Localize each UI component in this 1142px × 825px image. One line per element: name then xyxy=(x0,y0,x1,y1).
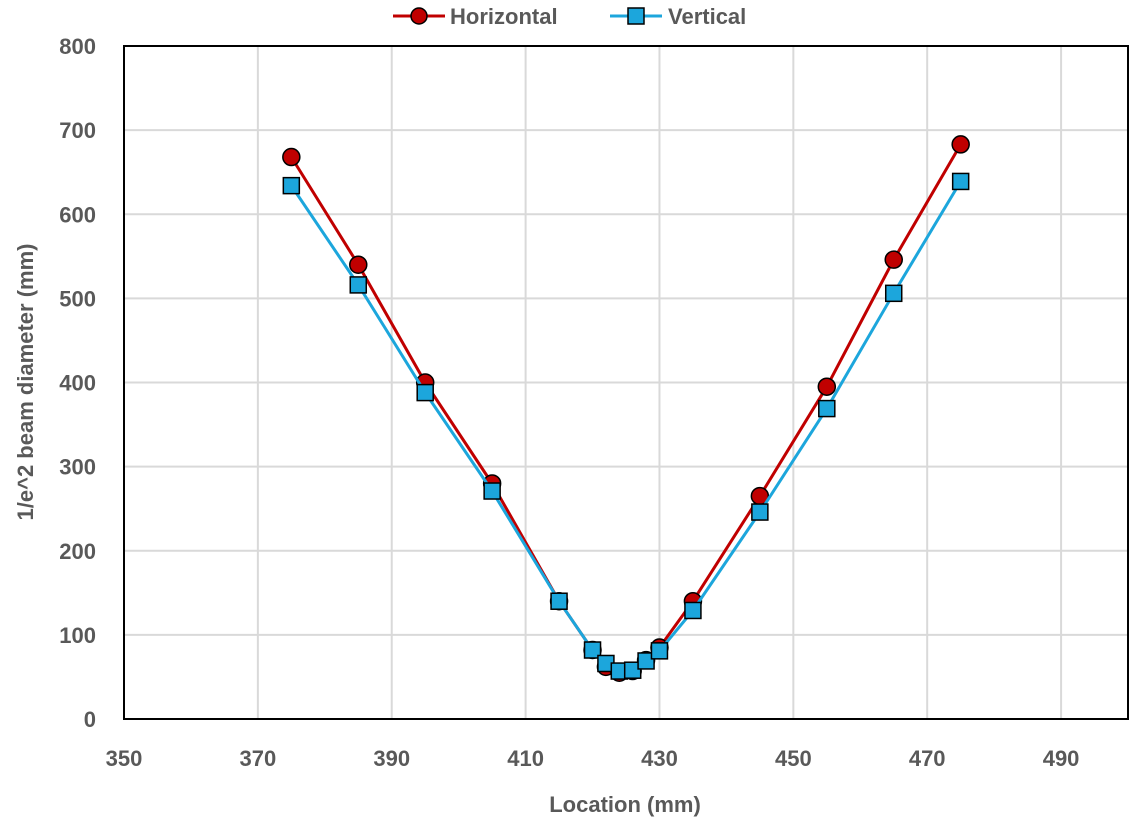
series-horizontal xyxy=(282,135,970,682)
data-point-vertical xyxy=(282,176,301,195)
series-vertical xyxy=(282,172,970,680)
data-point-horizontal xyxy=(884,250,903,269)
gridlines xyxy=(124,45,1128,719)
x-tick-label: 470 xyxy=(909,746,946,771)
legend-item-vertical: Vertical xyxy=(610,4,746,29)
y-tick-label: 100 xyxy=(59,623,96,648)
data-point-vertical xyxy=(751,503,769,521)
legend-marker-vertical xyxy=(627,7,645,25)
data-point-horizontal xyxy=(951,135,970,154)
y-tick-label: 0 xyxy=(84,707,96,732)
data-point-vertical xyxy=(583,641,602,659)
y-tick-label: 200 xyxy=(59,539,96,564)
axes xyxy=(123,45,1129,720)
x-tick-label: 410 xyxy=(507,746,544,771)
data-point-vertical xyxy=(684,601,702,620)
data-point-vertical xyxy=(650,642,669,660)
series xyxy=(282,135,970,682)
data-point-vertical xyxy=(483,482,501,500)
data-point-vertical xyxy=(349,276,368,294)
legend: Horizontal Vertical xyxy=(393,4,746,29)
tick-labels: 350 370 390 410 430 450 470 490 0 100 200 300 400 500… xyxy=(59,34,1079,771)
data-point-horizontal xyxy=(282,147,301,167)
data-point-horizontal xyxy=(349,255,368,274)
y-tick-label: 400 xyxy=(59,371,96,396)
y-tick-label: 300 xyxy=(59,455,96,480)
plot-area-border xyxy=(123,45,1129,720)
x-tick-label: 370 xyxy=(240,746,277,771)
legend-marker-horizontal xyxy=(410,7,428,25)
data-point-vertical xyxy=(637,652,655,670)
x-tick-label: 350 xyxy=(106,746,143,771)
y-tick-label: 700 xyxy=(59,118,96,143)
x-axis-title: Location (mm) xyxy=(549,792,701,817)
data-point-vertical xyxy=(623,661,642,679)
data-point-horizontal xyxy=(817,377,837,396)
data-point-vertical xyxy=(951,172,970,191)
y-axis-title: 1/e^2 beam diameter (mm) xyxy=(13,244,38,521)
y-tick-label: 600 xyxy=(59,202,96,227)
data-point-vertical xyxy=(550,592,568,610)
legend-label-vertical: Vertical xyxy=(668,4,746,29)
data-point-vertical xyxy=(416,383,434,402)
data-point-vertical xyxy=(884,284,903,303)
legend-item-horizontal: Horizontal xyxy=(393,4,558,29)
data-point-vertical xyxy=(818,399,836,418)
x-tick-label: 430 xyxy=(641,746,678,771)
y-tick-label: 800 xyxy=(59,34,96,59)
x-tick-label: 390 xyxy=(373,746,410,771)
x-tick-label: 490 xyxy=(1043,746,1080,771)
x-tick-label: 450 xyxy=(775,746,812,771)
y-tick-label: 500 xyxy=(59,286,96,311)
legend-label-horizontal: Horizontal xyxy=(450,4,558,29)
